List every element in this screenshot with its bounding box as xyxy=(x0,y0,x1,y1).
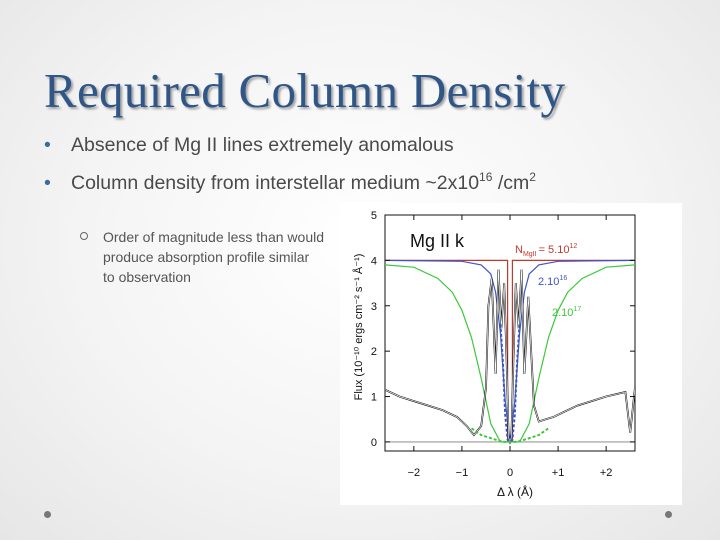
annotation-green-value: 2.10 xyxy=(552,307,573,319)
series-line-observation-inner xyxy=(384,269,636,444)
bullet-exponent: 16 xyxy=(479,170,493,184)
annotation-n-exp: 12 xyxy=(569,243,577,250)
y-axis-label: Flux (10⁻¹⁰ ergs cm⁻² s⁻¹ Å⁻¹) xyxy=(352,254,365,401)
x-tick-label: 0 xyxy=(507,467,513,479)
spectrum-figure: −2 −1 0 +1 +2 0 1 2 3 4 5 Mg II k NMgII = 5.1012 2.… xyxy=(340,203,682,505)
y-tick-label: 4 xyxy=(371,255,377,267)
annotation-n-label: N xyxy=(515,244,523,256)
svg-text:2.1016: 2.1016 xyxy=(538,275,567,288)
corner-dot-right xyxy=(665,511,672,518)
x-axis-label: Δ λ (Å) xyxy=(497,484,533,499)
y-tick-label: 1 xyxy=(371,392,377,404)
series-line-n-5-10-12 xyxy=(385,259,635,443)
plot-title: Mg II k xyxy=(410,231,465,251)
series-line-green-dashed xyxy=(470,427,550,443)
bullet-item: • Absence of Mg II lines extremely anomal… xyxy=(44,132,536,164)
annotation-green: 2.1017 xyxy=(552,306,581,319)
annotation-blue: 2.1016 xyxy=(538,275,567,288)
svg-text:NMgII= 5.1012: NMgII = 5.1012 xyxy=(515,243,577,258)
x-tick-label: +1 xyxy=(552,467,565,479)
bullet-list: • Absence of Mg II lines extremely anomal… xyxy=(44,132,536,196)
y-tick-label: 0 xyxy=(371,437,377,449)
bullet-text-pre: Column density from interstellar medium … xyxy=(71,172,480,194)
annotation-n: NMgII = 5.1012 xyxy=(515,243,577,258)
sub-bullet: Order of magnitude less than would produ… xyxy=(80,227,325,287)
annotation-n-value: = 5.10 xyxy=(539,244,570,256)
bullet-text: Absence of Mg II lines extremely anomalo… xyxy=(71,134,454,156)
bullet-text-mid: /cm xyxy=(492,172,530,194)
ring-bullet-icon xyxy=(80,232,88,240)
series-line-2-10-17 xyxy=(384,264,636,443)
annotation-blue-exp: 16 xyxy=(559,275,567,282)
x-tick-label: −2 xyxy=(408,467,421,479)
corner-dot-left xyxy=(44,511,51,518)
bullet-dot-icon: • xyxy=(44,134,51,156)
svg-text:2.1017: 2.1017 xyxy=(552,306,581,319)
annotation-green-exp: 17 xyxy=(573,306,581,313)
series-line-blue-dashed xyxy=(499,323,521,444)
bullet-dot-icon: • xyxy=(44,172,51,194)
y-tick-label: 3 xyxy=(371,301,377,313)
slide-title: Required Column Density xyxy=(44,63,566,118)
y-tick-label: 2 xyxy=(371,346,377,358)
annotation-n-sub: MgII xyxy=(523,251,537,258)
bullet-exponent: 2 xyxy=(529,170,536,184)
x-tick-label: +2 xyxy=(600,467,613,479)
y-tick-label: 5 xyxy=(371,210,377,222)
bullet-item: • Column density from interstellar medium… xyxy=(44,164,536,196)
x-tick-label: −1 xyxy=(456,467,469,479)
annotation-blue-value: 2.10 xyxy=(538,276,559,288)
sub-bullet-text: Order of magnitude less than would produ… xyxy=(103,229,325,285)
series-line-observation xyxy=(384,269,636,445)
series-line-2-10-16 xyxy=(384,259,636,442)
